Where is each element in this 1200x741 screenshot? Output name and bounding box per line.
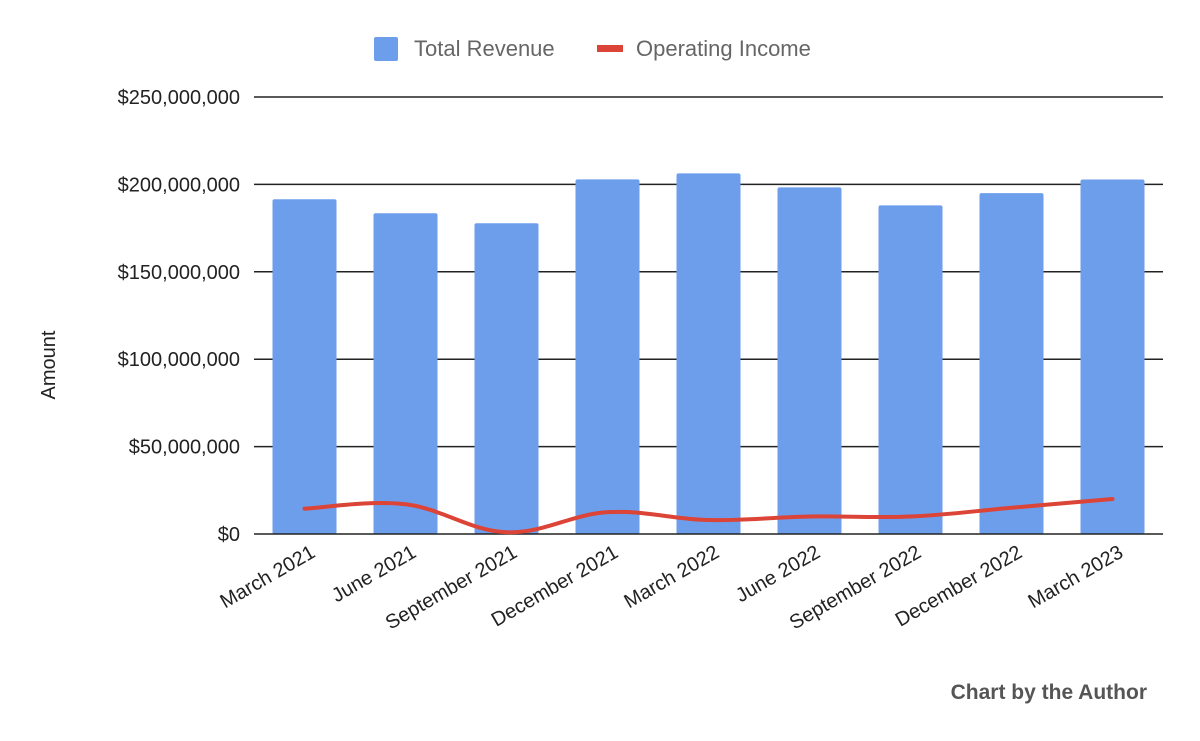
legend: Total Revenue Operating Income	[374, 36, 811, 61]
bar-6	[878, 205, 943, 534]
bar-0	[272, 199, 337, 534]
legend-swatch-operating-income	[597, 45, 623, 52]
chart-credit: Chart by the Author	[951, 681, 1147, 704]
x-tick-label: June 2022	[732, 541, 824, 607]
bar-3	[575, 179, 640, 534]
bar-series-total-revenue	[272, 173, 1145, 535]
line-series-operating-income	[302, 497, 1115, 535]
x-tick-label: March 2023	[1025, 541, 1127, 613]
x-tick-label: March 2021	[217, 541, 319, 613]
bar-4	[676, 173, 741, 534]
legend-label-total-revenue: Total Revenue	[414, 36, 555, 61]
y-tick-label: $0	[218, 524, 240, 546]
bar-5	[777, 187, 842, 535]
bar-2	[474, 223, 539, 534]
y-tick-label: $250,000,000	[118, 87, 240, 109]
bar-8	[1080, 179, 1145, 534]
y-axis-ticks: $0 $50,000,000 $100,000,000 $150,000,000 $20…	[118, 87, 240, 546]
bar-7	[979, 193, 1044, 534]
bar-1	[373, 213, 438, 534]
legend-label-operating-income: Operating Income	[636, 36, 811, 61]
y-tick-label: $50,000,000	[129, 437, 240, 459]
y-tick-label: $100,000,000	[118, 349, 240, 371]
y-tick-label: $200,000,000	[118, 174, 240, 196]
legend-swatch-total-revenue	[374, 37, 398, 61]
y-axis-title: Amount	[38, 330, 60, 399]
x-tick-label: March 2022	[621, 541, 723, 613]
y-tick-label: $150,000,000	[118, 262, 240, 284]
x-tick-label: June 2021	[328, 541, 420, 607]
